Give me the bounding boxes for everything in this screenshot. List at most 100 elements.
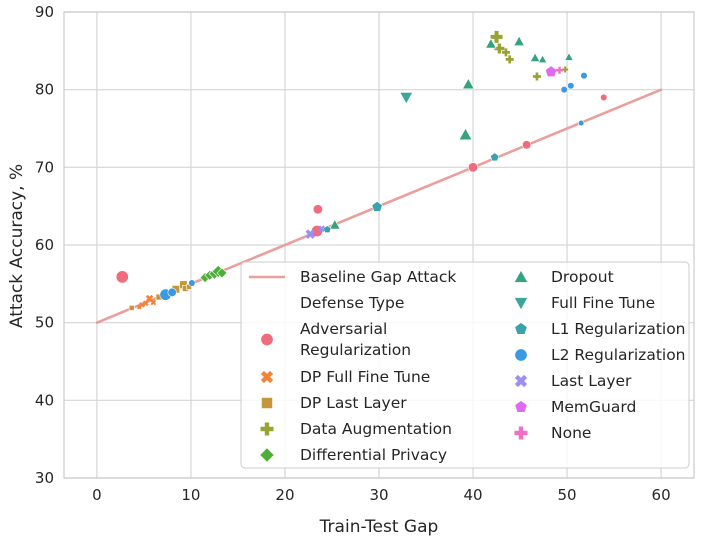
legend-box	[240, 261, 690, 469]
data-point	[399, 92, 414, 105]
series-differential-privacy	[199, 264, 228, 283]
data-point	[578, 119, 585, 127]
legend-marker	[514, 374, 528, 388]
data-point	[490, 152, 500, 162]
series-dp-full-fine-tune	[136, 294, 157, 310]
data-point	[490, 30, 503, 43]
y-tick-label: 90	[35, 3, 54, 21]
legend-label: Regularization	[300, 341, 411, 359]
legend-marker	[513, 269, 529, 283]
legend-label: MemGuard	[551, 398, 636, 416]
legend-entry: Last Layer	[514, 372, 632, 390]
plot-frame	[63, 11, 695, 479]
data-point	[167, 287, 177, 297]
x-tick-label: 40	[463, 486, 482, 504]
legend-marker	[514, 322, 528, 335]
data-point	[329, 218, 341, 230]
data-point	[371, 201, 383, 212]
legend-entry: DP Full Fine Tune	[260, 368, 430, 386]
series-none	[556, 66, 564, 74]
data-point	[562, 66, 569, 73]
legend-entry: None	[514, 424, 591, 442]
legend-marker	[513, 297, 529, 311]
series-data-augmentation	[490, 30, 569, 81]
y-tick-label: 80	[35, 81, 54, 99]
legend-entry: L2 Regularization	[514, 346, 686, 364]
legend-label: Dropout	[551, 268, 614, 286]
legend-entry: Data Augmentation	[260, 420, 452, 438]
y-tick-label: 30	[35, 469, 54, 487]
legend: Baseline Gap Attack Defense Type Adversari…	[240, 261, 690, 469]
series-dropout	[329, 35, 574, 230]
x-tick-label: 50	[558, 486, 577, 504]
legend-entry: Dropout	[513, 268, 614, 286]
legend-marker	[260, 333, 274, 346]
legend-label: L2 Regularization	[551, 346, 686, 364]
legend-label: Differential Privacy	[300, 446, 447, 464]
legend-label: L1 Regularization	[551, 320, 686, 338]
data-point	[580, 72, 588, 80]
x-tick-label: 0	[92, 486, 102, 504]
legend-entry: L1 Regularization	[514, 320, 686, 338]
legend-entry: Full Fine Tune	[513, 294, 655, 312]
data-point	[501, 48, 510, 57]
series-l2-regularization	[159, 72, 588, 301]
data-point	[467, 162, 479, 173]
data-point	[136, 304, 142, 310]
series-last-layer	[305, 225, 325, 239]
data-point	[216, 267, 228, 279]
x-tick-label: 30	[369, 486, 388, 504]
legend-marker	[514, 348, 528, 362]
y-tick-label: 40	[35, 391, 54, 409]
y-tick-label: 60	[35, 236, 54, 254]
legend-label: Baseline Gap Attack	[300, 268, 456, 286]
legend-entry: Defense Type	[300, 294, 404, 312]
legend-marker	[514, 400, 528, 413]
y-tick-label: 70	[35, 158, 54, 176]
series-memguard	[545, 65, 558, 77]
legend-title: Defense Type	[300, 294, 404, 312]
legend-marker	[260, 370, 274, 384]
legend-label: Adversarial	[300, 320, 387, 338]
legend-marker	[260, 422, 274, 436]
x-tick-label: 20	[275, 486, 294, 504]
legend-marker	[514, 426, 528, 440]
legend-marker	[259, 447, 275, 463]
data-point	[462, 77, 475, 90]
x-tick-label: 60	[652, 486, 671, 504]
legend-label: Data Augmentation	[300, 420, 452, 438]
data-point	[312, 204, 323, 215]
legend-entry: Differential Privacy	[259, 446, 447, 464]
data-point	[150, 299, 157, 306]
data-point	[458, 127, 473, 141]
series-adversarial-regularization	[115, 93, 608, 284]
data-point	[532, 72, 541, 81]
legend-entry: Adversarial Regularization	[260, 320, 411, 359]
legend-label: None	[551, 424, 591, 442]
legend-label: DP Full Fine Tune	[300, 368, 430, 386]
x-axis-label: Train-Test Gap	[319, 517, 439, 537]
data-point	[128, 305, 135, 311]
data-point	[556, 66, 564, 74]
data-point	[513, 35, 525, 47]
data-point	[545, 65, 558, 77]
legend-label: Full Fine Tune	[551, 294, 655, 312]
data-point	[564, 52, 574, 61]
data-points	[115, 30, 608, 311]
data-point	[600, 93, 608, 102]
y-tick-label: 50	[35, 314, 54, 332]
data-point	[494, 43, 505, 54]
data-point	[537, 54, 548, 64]
axes: 0 10 20 30 40 50 60 30 40 50 60 70 80 90	[35, 3, 695, 504]
series-dp-last-layer	[128, 280, 192, 311]
legend-label: Last Layer	[551, 372, 632, 390]
data-point	[529, 52, 541, 62]
y-axis-label: Attack Accuracy, %	[7, 164, 27, 328]
data-point	[318, 225, 325, 233]
legend-marker	[261, 397, 273, 409]
x-tick-label: 10	[181, 486, 200, 504]
data-point	[522, 140, 532, 150]
data-point	[505, 55, 514, 64]
data-point	[115, 270, 129, 284]
